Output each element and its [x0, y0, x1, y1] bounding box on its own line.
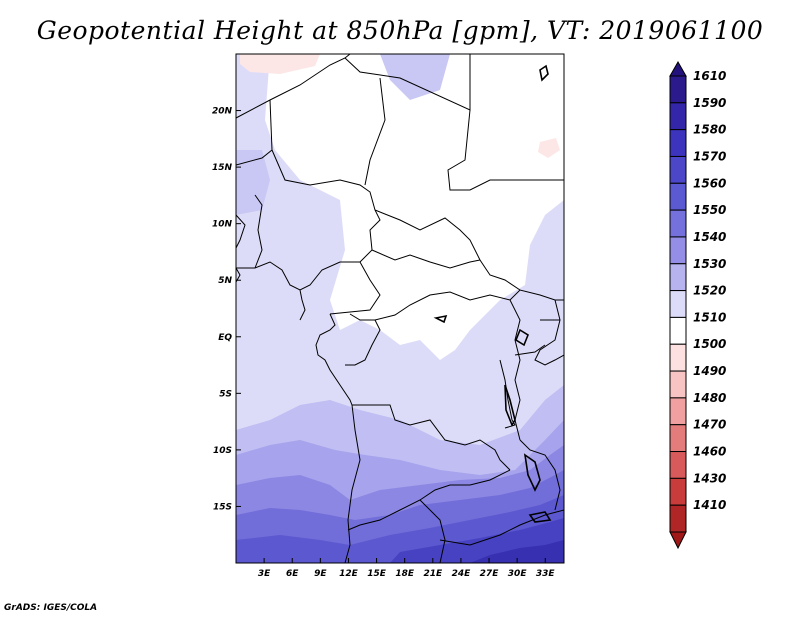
- lon-tick-label: 15E: [367, 569, 387, 579]
- colorbar-label: 1580: [693, 123, 726, 137]
- colorbar-swatch: [669, 290, 687, 318]
- colorbar-swatch: [669, 397, 687, 426]
- colorbar-bottom-arrow: [669, 531, 687, 550]
- colorbar-swatch: [669, 236, 687, 265]
- lon-tick-label: 27E: [480, 569, 500, 579]
- colorbar-swatch: [669, 477, 687, 506]
- colorbar-label: 1470: [693, 418, 726, 432]
- height-field: [236, 54, 564, 563]
- colorbar-label: 1560: [693, 176, 726, 190]
- colorbar-swatch: [669, 209, 687, 238]
- colorbar-label: 1500: [693, 337, 726, 351]
- field-band-1500-ne: [538, 138, 560, 158]
- colorbar-label: 1430: [693, 471, 726, 485]
- lon-tick-label: 6E: [286, 569, 299, 579]
- lon-tick-label: 21E: [423, 569, 443, 579]
- lat-tick-label: 5S: [219, 389, 232, 399]
- lon-tick-label: 9E: [314, 569, 327, 579]
- colorbar-label: 1610: [693, 69, 726, 83]
- lat-tick-label: 10N: [212, 220, 233, 230]
- footer-credit: GrADS: IGES/COLA: [4, 603, 98, 613]
- colorbar-swatch: [669, 316, 687, 345]
- colorbar-label: 1510: [693, 310, 726, 324]
- colorbar-label: 1540: [693, 230, 726, 244]
- colorbar-swatch: [669, 370, 687, 399]
- lon-tick-label: 24E: [452, 569, 472, 579]
- colorbar-swatch: [669, 75, 687, 104]
- lat-tick-label: 5N: [218, 276, 232, 286]
- colorbar-top-arrow: [669, 60, 687, 77]
- lon-tick-label: 3E: [258, 569, 271, 579]
- field-band-1510-east: [470, 54, 564, 200]
- lat-axis: 20N 15N 10N 5N EQ 5S 10S 15S: [212, 107, 241, 512]
- map-borders: [236, 54, 564, 563]
- colorbar-label: 1460: [693, 445, 726, 459]
- colorbar-swatch: [669, 504, 687, 533]
- colorbar-label: 1570: [693, 149, 726, 163]
- colorbar-swatch: [669, 182, 687, 211]
- lon-tick-label: 18E: [395, 569, 415, 579]
- lon-tick-label: 30E: [508, 569, 528, 579]
- colorbar-label: 1590: [693, 96, 726, 110]
- lat-tick-label: 20N: [212, 107, 233, 117]
- lat-tick-label: 10S: [213, 446, 232, 456]
- field-band-1530-north: [380, 54, 450, 100]
- field-band-1590: [470, 540, 564, 563]
- colorbar-swatch: [669, 343, 687, 372]
- field-band-1530-west: [236, 150, 270, 215]
- colorbar-swatch: [669, 102, 687, 131]
- lon-tick-label: 33E: [536, 569, 556, 579]
- lakes: [433, 64, 552, 523]
- lat-tick-label: 15N: [212, 163, 233, 173]
- lat-tick-label: 15S: [213, 502, 232, 512]
- lat-tick-label: EQ: [218, 333, 232, 343]
- colorbar: 1610 1590 1580 1570 1560 1550 1540 1530 1520 1510…: [669, 60, 726, 550]
- field-band-1500-nw: [240, 54, 320, 74]
- colorbar-label: 1490: [693, 364, 726, 378]
- colorbar-swatch: [669, 155, 687, 184]
- colorbar-label: 1480: [693, 391, 726, 405]
- lon-tick-label: 12E: [339, 569, 359, 579]
- plot-frame: [235, 53, 565, 564]
- colorbar-label: 1520: [693, 284, 726, 298]
- colorbar-label: 1550: [693, 203, 726, 217]
- colorbar-swatch: [669, 263, 687, 292]
- colorbar-label: 1530: [693, 257, 726, 271]
- colorbar-swatch: [669, 424, 687, 453]
- map-title: Geopotential Height at 850hPa [gpm], VT:…: [36, 16, 764, 45]
- colorbar-swatch: [669, 451, 687, 479]
- colorbar-label: 1410: [693, 498, 726, 512]
- colorbar-swatch: [669, 129, 687, 157]
- lon-axis: 3E 6E 9E 12E 15E 18E 21E 24E 27E 30E 33E: [258, 558, 556, 579]
